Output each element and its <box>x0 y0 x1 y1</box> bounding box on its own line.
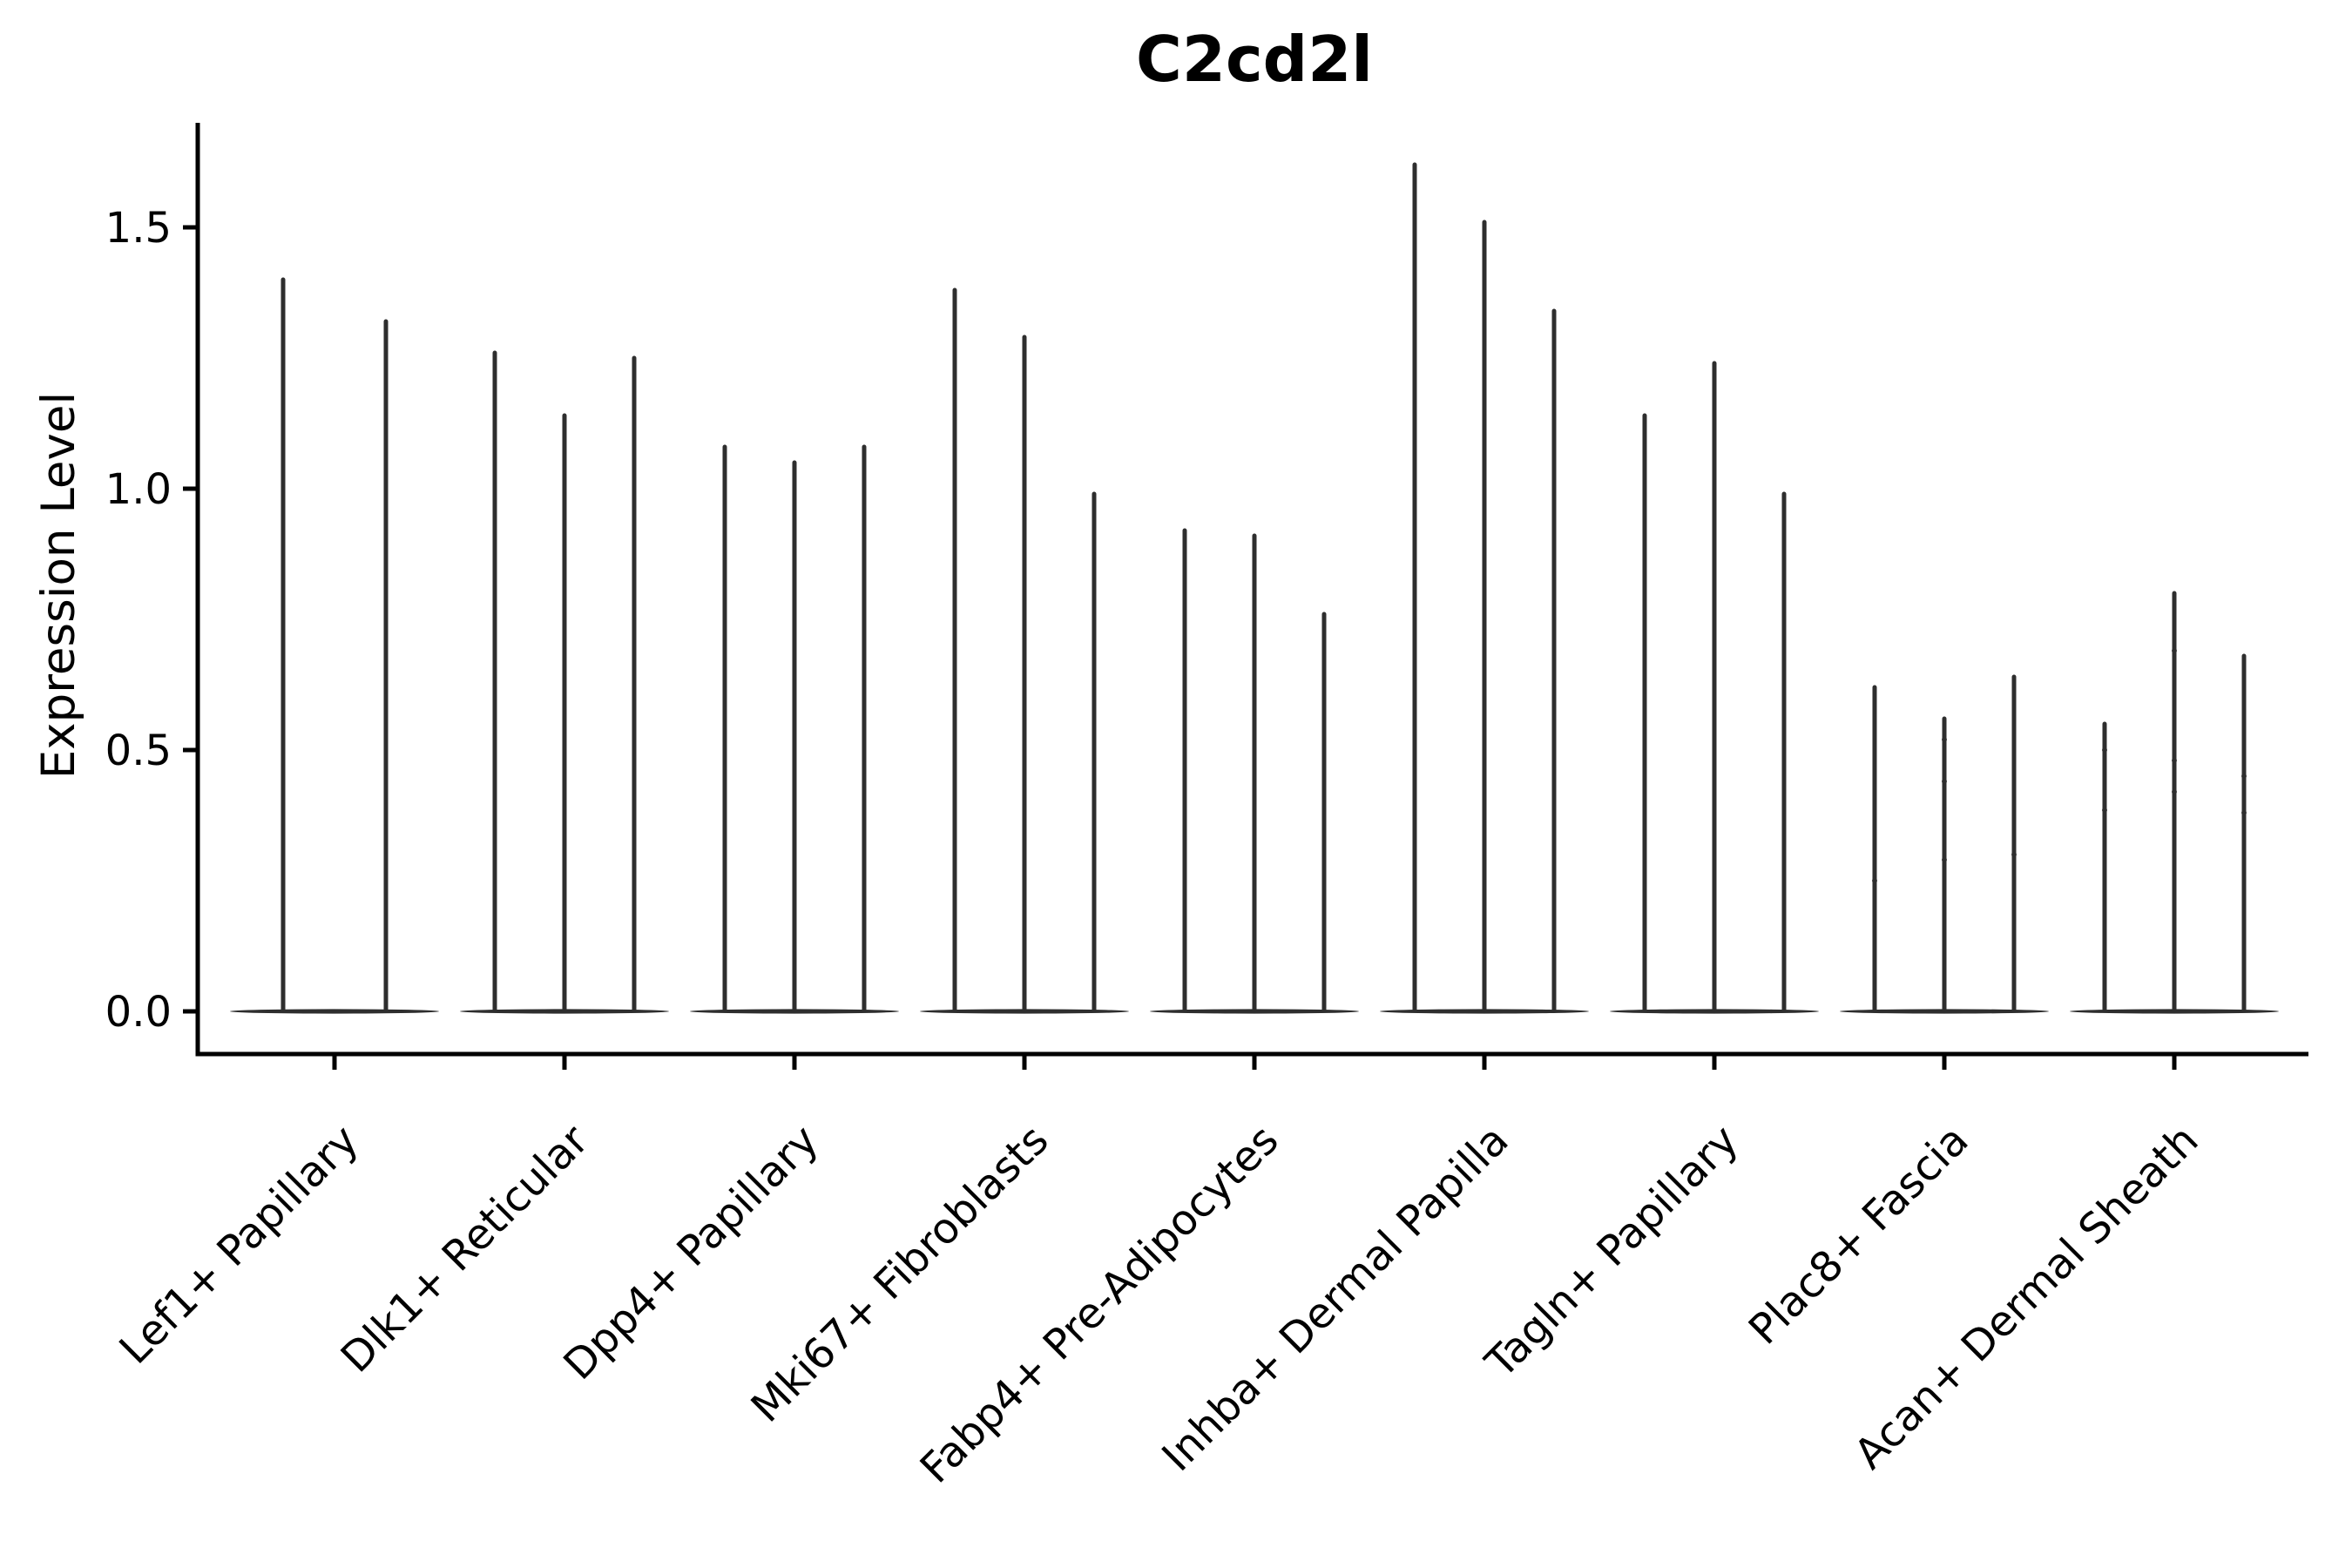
x-tick-label-6: Tagln+ Papillary <box>1476 1116 1747 1388</box>
y-axis-label: Expression Level <box>32 392 85 779</box>
violins-layer <box>230 162 2279 1014</box>
cell-point-7-1-0 <box>1942 737 1947 742</box>
x-axis-ticks <box>332 1056 2177 1070</box>
cell-point-8-1-1 <box>2172 758 2177 763</box>
x-tick-label-0: Lef1+ Papillary <box>111 1116 368 1374</box>
violin-base-0 <box>230 1009 439 1014</box>
cell-point-8-1-2 <box>2172 789 2177 794</box>
cell-point-8-0-1 <box>2102 808 2107 813</box>
cell-point-7-0-0 <box>1872 878 1877 883</box>
plot-title: C2cd2l <box>1136 23 1373 96</box>
x-tick-label-1: Dlk1+ Reticular <box>332 1116 598 1382</box>
cell-point-8-2-1 <box>2241 810 2247 815</box>
cell-point-8-2-0 <box>2241 774 2247 779</box>
axis-spines <box>195 123 2308 1057</box>
x-tick-label-7: Plac8+ Fascia <box>1740 1116 1978 1355</box>
cell-point-7-2-0 <box>2011 852 2017 857</box>
cell-point-8-0-0 <box>2102 747 2107 753</box>
y-tick-label-3: 1.5 <box>105 204 172 253</box>
cell-point-7-1-2 <box>1942 857 1947 862</box>
x-tick-label-2: Dpp4+ Papillary <box>554 1116 828 1389</box>
y-tick-label-1: 0.5 <box>105 727 172 775</box>
y-tick-label-0: 0.0 <box>105 988 172 1037</box>
y-tick-label-2: 1.0 <box>105 465 172 514</box>
y-axis-ticks: 0.0 0.5 1.0 1.5 <box>105 204 196 1037</box>
cell-point-7-1-1 <box>1942 779 1947 784</box>
cell-point-8-1-0 <box>2172 648 2177 653</box>
